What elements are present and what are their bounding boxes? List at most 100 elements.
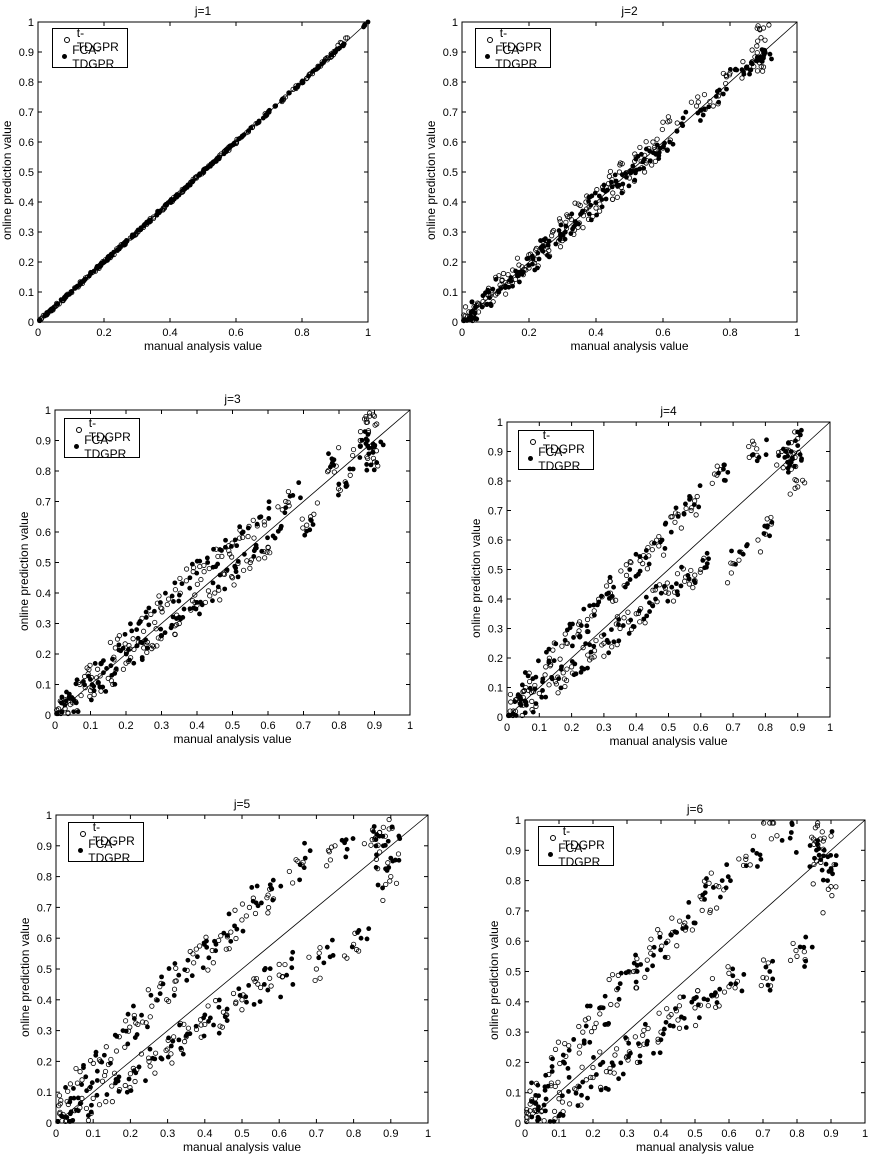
data-point (833, 862, 838, 867)
data-point (692, 920, 697, 925)
data-point (764, 965, 769, 970)
chart-title: j=6 (675, 802, 715, 816)
data-point (697, 1015, 702, 1020)
x-tick-label: 0.5 (687, 1128, 702, 1140)
data-point (574, 1091, 579, 1096)
data-point (543, 1084, 548, 1089)
y-tick-label: 0.7 (506, 906, 521, 918)
data-point (589, 1084, 594, 1089)
data-point (808, 843, 813, 848)
data-point (591, 1055, 596, 1060)
data-point (536, 1093, 541, 1098)
data-point (684, 1025, 689, 1030)
data-point (741, 972, 746, 977)
x-tick-label: 0.9 (823, 1128, 838, 1140)
x-axis-label: manual analysis value (605, 1140, 785, 1154)
data-point (712, 993, 717, 998)
data-point (635, 969, 640, 974)
data-point (704, 876, 709, 881)
data-point (621, 1072, 626, 1077)
data-point (638, 962, 643, 967)
data-point (717, 987, 722, 992)
data-point (790, 822, 795, 827)
data-point (651, 953, 656, 958)
y-tick-label: 0.4 (506, 997, 521, 1009)
data-point (817, 853, 822, 858)
x-tick-label: 0.2 (585, 1128, 600, 1140)
x-tick-label: 0.8 (789, 1128, 804, 1140)
data-point (634, 980, 639, 985)
data-point (803, 959, 808, 964)
y-tick-label: 0.8 (506, 876, 521, 888)
data-point (544, 1097, 549, 1102)
data-point (829, 868, 834, 873)
data-point (718, 895, 723, 900)
data-point (682, 1016, 687, 1021)
data-point (561, 1059, 566, 1064)
data-point (768, 988, 773, 993)
data-point (659, 1037, 664, 1042)
x-tick-label: 1 (862, 1128, 868, 1140)
data-point (561, 1113, 566, 1118)
data-point (700, 892, 705, 897)
data-point (652, 945, 657, 950)
data-point (535, 1083, 540, 1088)
data-point (681, 994, 686, 999)
data-point (529, 1099, 534, 1104)
data-point (821, 878, 826, 883)
data-point (720, 878, 725, 883)
data-point (567, 1075, 572, 1080)
data-point (798, 945, 803, 950)
data-point (610, 1060, 615, 1065)
y-tick-label: 0.5 (506, 967, 521, 979)
x-tick-label: 0.4 (653, 1128, 668, 1140)
x-tick-label: 0.3 (619, 1128, 634, 1140)
x-tick-label: 0 (522, 1128, 528, 1140)
data-point (812, 856, 817, 861)
data-point (571, 1037, 576, 1042)
x-tick-label: 0.1 (551, 1128, 566, 1140)
data-point (686, 915, 691, 920)
data-point (616, 1076, 621, 1081)
data-point (696, 1002, 701, 1007)
y-tick-label: 0.2 (506, 1057, 521, 1069)
data-point (636, 1041, 641, 1046)
data-point (550, 1056, 555, 1061)
data-point (616, 986, 621, 991)
y-tick-label: 0.1 (506, 1088, 521, 1100)
data-point (617, 997, 622, 1002)
y-tick-label: 1 (515, 815, 521, 827)
data-point (673, 1006, 678, 1011)
data-point (668, 932, 673, 937)
data-point (632, 961, 637, 966)
data-point (662, 1027, 667, 1032)
data-point (730, 973, 735, 978)
data-point (580, 1080, 585, 1085)
data-point (542, 1103, 547, 1108)
legend-label: FCA-TDGPR (558, 841, 607, 869)
data-point (834, 853, 839, 858)
data-point (770, 977, 775, 982)
data-point (585, 1096, 590, 1101)
data-point (587, 1040, 592, 1045)
data-point (658, 1050, 663, 1055)
data-point (715, 1000, 720, 1005)
data-point (633, 953, 638, 958)
y-tick-label: 0.9 (506, 845, 521, 857)
data-point (744, 863, 749, 868)
data-point (664, 1020, 669, 1025)
data-point (626, 1041, 631, 1046)
data-point (550, 1069, 555, 1074)
data-point (599, 1088, 604, 1093)
data-point (626, 1054, 631, 1059)
data-point (543, 1073, 548, 1078)
data-point (606, 1087, 611, 1092)
data-point (535, 1118, 540, 1123)
data-point (705, 997, 710, 1002)
data-point (684, 925, 689, 930)
data-point (585, 1004, 590, 1009)
data-point (643, 1022, 648, 1027)
data-point (825, 878, 830, 883)
data-point (711, 885, 716, 890)
